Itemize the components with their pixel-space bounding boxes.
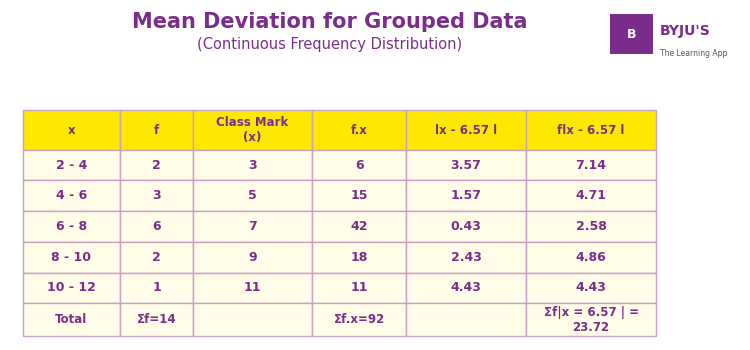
Bar: [312, 242, 407, 273]
Text: 2: 2: [152, 159, 160, 172]
Text: 10 - 12: 10 - 12: [47, 281, 96, 294]
Text: 4.43: 4.43: [576, 281, 607, 294]
Bar: [312, 211, 407, 242]
Bar: [22, 303, 120, 336]
Bar: [193, 181, 312, 211]
Text: Class Mark
(x): Class Mark (x): [216, 116, 289, 144]
Bar: [193, 110, 312, 150]
Text: The Learning App: The Learning App: [660, 49, 728, 58]
Text: Σf|x = 6.57 | =
23.72: Σf|x = 6.57 | = 23.72: [544, 306, 638, 334]
Bar: [120, 181, 193, 211]
Bar: [22, 181, 120, 211]
Text: B: B: [627, 28, 636, 41]
Bar: [193, 303, 312, 336]
Bar: [120, 242, 193, 273]
Bar: [120, 303, 193, 336]
Bar: [406, 273, 526, 303]
Text: 6: 6: [355, 159, 364, 172]
Bar: [312, 150, 407, 181]
Text: 4 - 6: 4 - 6: [56, 189, 87, 202]
Bar: [312, 110, 407, 150]
Text: 11: 11: [350, 281, 368, 294]
Text: (Continuous Frequency Distribution): (Continuous Frequency Distribution): [197, 37, 463, 52]
Text: 9: 9: [248, 251, 256, 264]
Text: 3: 3: [152, 189, 160, 202]
Bar: [22, 273, 120, 303]
Bar: [22, 211, 120, 242]
Text: 1.57: 1.57: [451, 189, 482, 202]
Text: Σf=14: Σf=14: [136, 313, 176, 326]
Bar: [22, 150, 120, 181]
Text: flx - 6.57 l: flx - 6.57 l: [557, 124, 625, 136]
Text: 4.86: 4.86: [576, 251, 607, 264]
Bar: [406, 242, 526, 273]
Bar: [312, 181, 407, 211]
Text: 7: 7: [248, 220, 256, 233]
Bar: [120, 273, 193, 303]
Text: 11: 11: [244, 281, 261, 294]
Bar: [526, 211, 656, 242]
Text: lx - 6.57 l: lx - 6.57 l: [435, 124, 497, 136]
Bar: [120, 110, 193, 150]
Text: 2.58: 2.58: [576, 220, 607, 233]
Bar: [193, 242, 312, 273]
Text: 0.43: 0.43: [451, 220, 482, 233]
Text: 2: 2: [152, 251, 160, 264]
Bar: [22, 242, 120, 273]
Text: 2.43: 2.43: [451, 251, 482, 264]
Text: 4.71: 4.71: [575, 189, 607, 202]
Bar: [526, 303, 656, 336]
Bar: [526, 242, 656, 273]
Bar: [120, 211, 193, 242]
Text: 8 - 10: 8 - 10: [52, 251, 92, 264]
Text: 3: 3: [248, 159, 256, 172]
Text: 18: 18: [350, 251, 368, 264]
Bar: [22, 110, 120, 150]
Text: 15: 15: [350, 189, 368, 202]
Bar: [312, 303, 407, 336]
Text: f.x: f.x: [351, 124, 368, 136]
Bar: [193, 273, 312, 303]
Text: 42: 42: [350, 220, 368, 233]
Text: 5: 5: [248, 189, 256, 202]
Text: Mean Deviation for Grouped Data: Mean Deviation for Grouped Data: [132, 12, 528, 32]
Text: 2 - 4: 2 - 4: [56, 159, 87, 172]
Text: Total: Total: [56, 313, 88, 326]
Text: 6: 6: [152, 220, 160, 233]
Text: 4.43: 4.43: [451, 281, 482, 294]
Bar: [406, 303, 526, 336]
Bar: [610, 14, 653, 54]
Bar: [526, 150, 656, 181]
Text: 3.57: 3.57: [451, 159, 482, 172]
Bar: [312, 273, 407, 303]
Text: 7.14: 7.14: [575, 159, 607, 172]
Bar: [120, 150, 193, 181]
Bar: [406, 181, 526, 211]
Text: 1: 1: [152, 281, 160, 294]
Bar: [526, 181, 656, 211]
Bar: [406, 211, 526, 242]
Bar: [604, 5, 742, 63]
Text: Σf.x=92: Σf.x=92: [334, 313, 385, 326]
Text: f: f: [154, 124, 159, 136]
Bar: [526, 110, 656, 150]
Bar: [193, 150, 312, 181]
Text: 6 - 8: 6 - 8: [56, 220, 87, 233]
Bar: [406, 110, 526, 150]
Text: BYJU'S: BYJU'S: [660, 25, 711, 38]
Bar: [526, 273, 656, 303]
Bar: [406, 150, 526, 181]
Bar: [193, 211, 312, 242]
Text: x: x: [68, 124, 75, 136]
